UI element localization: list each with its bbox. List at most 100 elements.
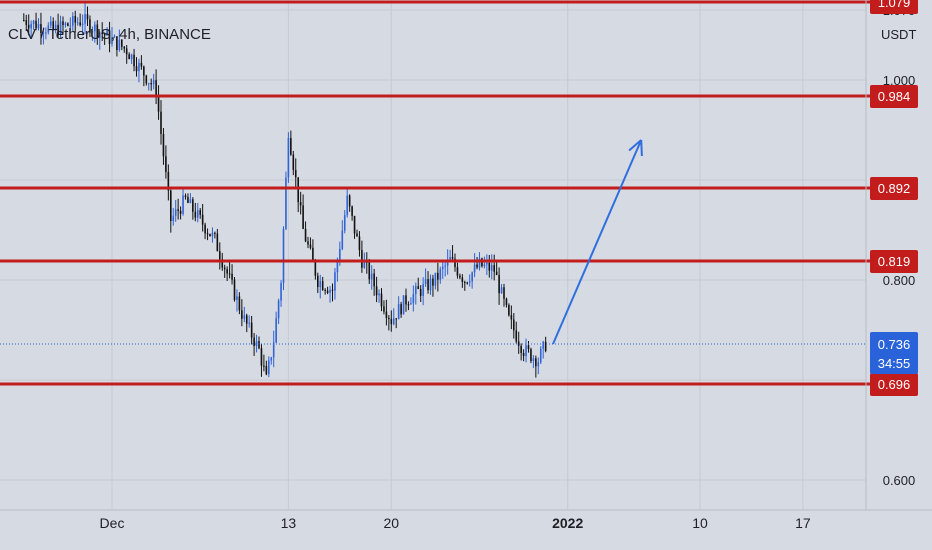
candle-body xyxy=(192,199,194,212)
candle-body xyxy=(233,279,236,300)
candle-body xyxy=(370,273,373,280)
level-tag xyxy=(870,85,918,108)
candle-body xyxy=(42,32,45,34)
candle-body xyxy=(272,342,275,358)
candle-body xyxy=(471,272,473,282)
candle-body xyxy=(165,156,167,173)
candle-body xyxy=(307,241,309,245)
level-tag-label: 0.892 xyxy=(878,181,911,196)
candle-body xyxy=(145,75,148,84)
candle-body xyxy=(245,315,248,324)
candle-body xyxy=(461,277,464,282)
candle-body xyxy=(535,358,537,367)
candle-body xyxy=(439,269,442,280)
candle-body xyxy=(424,279,427,285)
candle-body xyxy=(385,311,388,318)
candle-body xyxy=(302,205,304,229)
candle-body xyxy=(79,22,81,26)
current-price-tag: 0.736 34:55 xyxy=(870,332,918,374)
candle-body xyxy=(255,341,258,347)
candle-body xyxy=(437,272,439,280)
candle-body xyxy=(336,260,339,273)
candle-body xyxy=(138,62,140,72)
candle-body xyxy=(346,195,348,216)
candle-body xyxy=(412,293,415,304)
candle-body xyxy=(157,96,160,112)
candle-body xyxy=(260,348,263,366)
candle-body xyxy=(503,287,505,299)
arrow-shaft[interactable] xyxy=(552,139,643,345)
candle-body xyxy=(150,83,152,85)
candle-body xyxy=(174,209,177,216)
candle-body xyxy=(380,293,383,307)
candle-body xyxy=(199,210,201,215)
candle-body xyxy=(170,190,172,221)
candle-body xyxy=(407,304,410,306)
currency-label: USDT xyxy=(881,27,916,42)
time-axis[interactable]: Dec 13 20 2022 10 17 xyxy=(100,515,811,531)
candle-body xyxy=(353,215,356,234)
x-tick-label: 13 xyxy=(281,515,297,531)
candle-body xyxy=(309,244,312,248)
candle-body xyxy=(111,37,113,44)
countdown-label: 34:55 xyxy=(878,356,911,371)
candle-body xyxy=(219,251,221,260)
candle-body xyxy=(243,315,246,319)
candle-body xyxy=(532,358,535,362)
candle-body xyxy=(530,349,532,362)
candle-body xyxy=(329,289,331,293)
candle-body xyxy=(454,258,456,268)
candle-body xyxy=(167,172,170,191)
candle-body xyxy=(123,46,126,49)
level-price-tags: 1.079 0.984 0.892 0.819 0.696 xyxy=(870,0,918,396)
candle-body xyxy=(194,211,197,218)
candle-body xyxy=(72,16,74,26)
level-tag-label: 1.079 xyxy=(878,0,911,10)
candle-body xyxy=(334,272,336,291)
candle-body xyxy=(263,365,265,367)
candle-body xyxy=(432,278,434,286)
x-tick-label: Dec xyxy=(100,515,125,531)
candle-body xyxy=(241,310,243,319)
current-price-label: 0.736 xyxy=(878,337,911,352)
candle-body xyxy=(451,257,454,259)
candle-body xyxy=(390,319,393,325)
candle-body xyxy=(32,20,35,24)
candle-body xyxy=(515,330,518,342)
horizontal-levels[interactable] xyxy=(0,0,874,386)
candle-body xyxy=(312,247,314,261)
candle-body xyxy=(486,262,488,265)
candle-body xyxy=(500,287,503,294)
candle-body xyxy=(130,54,133,60)
candle-body xyxy=(221,259,224,268)
candle-body xyxy=(81,23,84,26)
candle-body xyxy=(400,304,402,315)
candle-body xyxy=(527,345,530,350)
candle-body xyxy=(368,262,371,280)
candle-body xyxy=(147,83,150,85)
candle-body xyxy=(47,25,50,33)
projection-arrow[interactable] xyxy=(552,139,643,345)
candle-body xyxy=(69,25,72,27)
arrow-head xyxy=(628,139,642,152)
candle-body xyxy=(30,23,32,29)
candles xyxy=(23,3,547,378)
candle-body xyxy=(378,293,380,296)
candle-body xyxy=(35,20,37,29)
candle-body xyxy=(508,304,510,316)
candle-body xyxy=(522,352,525,357)
candle-body xyxy=(248,322,250,324)
candle-body xyxy=(456,267,459,276)
level-tag-label: 0.696 xyxy=(878,377,911,392)
candle-body xyxy=(483,264,486,267)
candle-body xyxy=(101,32,103,35)
candle-body xyxy=(86,14,89,20)
candle-body xyxy=(525,345,527,357)
candle-body xyxy=(363,261,366,268)
candle-body xyxy=(23,20,25,21)
level-tag xyxy=(870,0,918,14)
candle-body xyxy=(214,232,216,234)
candle-body xyxy=(76,22,79,24)
